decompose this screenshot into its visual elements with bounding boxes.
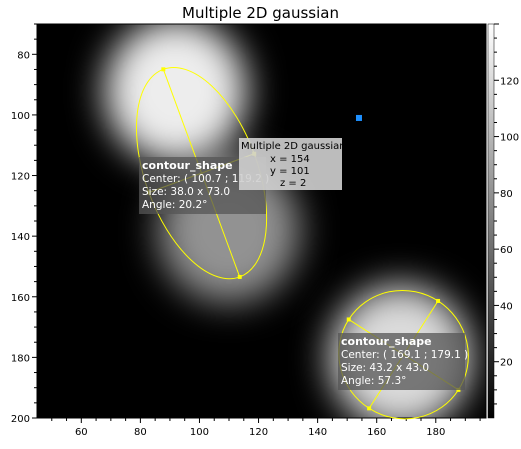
shape-label-size: Size: 38.0 x 73.0 — [142, 186, 230, 198]
contour-handle[interactable] — [161, 67, 166, 72]
y-tick-label: 140 — [11, 232, 30, 243]
y-axis: 80 100 120 140 160 180 200 — [11, 23, 37, 425]
cursor-x-value: x = 154 — [270, 154, 310, 165]
colorbar-tick-label: 20 — [500, 358, 513, 369]
x-axis: 60 80 100 120 140 160 180 — [51, 418, 481, 438]
contour-handle[interactable] — [237, 274, 242, 279]
colorbar-tick-label: 120 — [500, 76, 519, 87]
shape-label-angle: Angle: 57.3° — [341, 375, 406, 387]
y-tick-label: 120 — [11, 172, 30, 183]
x-tick-label: 160 — [367, 427, 386, 438]
y-tick-label: 160 — [11, 293, 30, 304]
colorbar-tick-label: 100 — [500, 133, 519, 144]
y-tick-label: 200 — [11, 414, 30, 425]
colorbar-tick-label: 40 — [500, 301, 513, 312]
shape-label-center: Center: ( 100.7 ; 119.2 ) — [142, 173, 269, 185]
y-tick-label: 180 — [11, 353, 30, 364]
cursor-z-value: z = 2 — [280, 178, 306, 189]
shape-label-title: contour_shape — [142, 159, 233, 172]
x-tick-label: 120 — [249, 427, 268, 438]
x-tick-label: 80 — [134, 427, 147, 438]
x-tick-label: 100 — [190, 427, 209, 438]
shape-label-background — [338, 333, 465, 390]
colorbar-tick-label: 60 — [500, 245, 513, 256]
colorbar-axis: 20 40 60 80 100 120 — [494, 23, 519, 405]
shape-label-angle: Angle: 20.2° — [142, 199, 207, 211]
colorbar — [487, 23, 495, 419]
cursor-info-background — [239, 138, 342, 190]
x-tick-label: 140 — [308, 427, 327, 438]
plot-title: Multiple 2D gaussian — [182, 4, 339, 22]
contour-handle[interactable] — [436, 298, 441, 303]
x-tick-label: 60 — [75, 427, 88, 438]
colorbar-tick-label: 80 — [500, 189, 513, 200]
y-tick-label: 80 — [17, 50, 30, 61]
cursor-info-box: Multiple 2D gaussian: x = 154 y = 101 z … — [239, 138, 349, 190]
gaussian-blob-1 — [104, 24, 247, 164]
contour-handle[interactable] — [367, 406, 372, 411]
shape-label-center: Center: ( 169.1 ; 179.1 ) — [341, 349, 468, 361]
contour-handle[interactable] — [346, 317, 351, 322]
cursor-y-value: y = 101 — [270, 166, 310, 177]
shape-label-title: contour_shape — [341, 335, 432, 348]
cursor-info-title: Multiple 2D gaussian: — [241, 141, 349, 152]
y-tick-label: 100 — [11, 111, 30, 122]
x-tick-label: 180 — [426, 427, 445, 438]
cursor-marker[interactable] — [355, 114, 362, 121]
shape-label-size: Size: 43.2 x 43.0 — [341, 362, 429, 374]
